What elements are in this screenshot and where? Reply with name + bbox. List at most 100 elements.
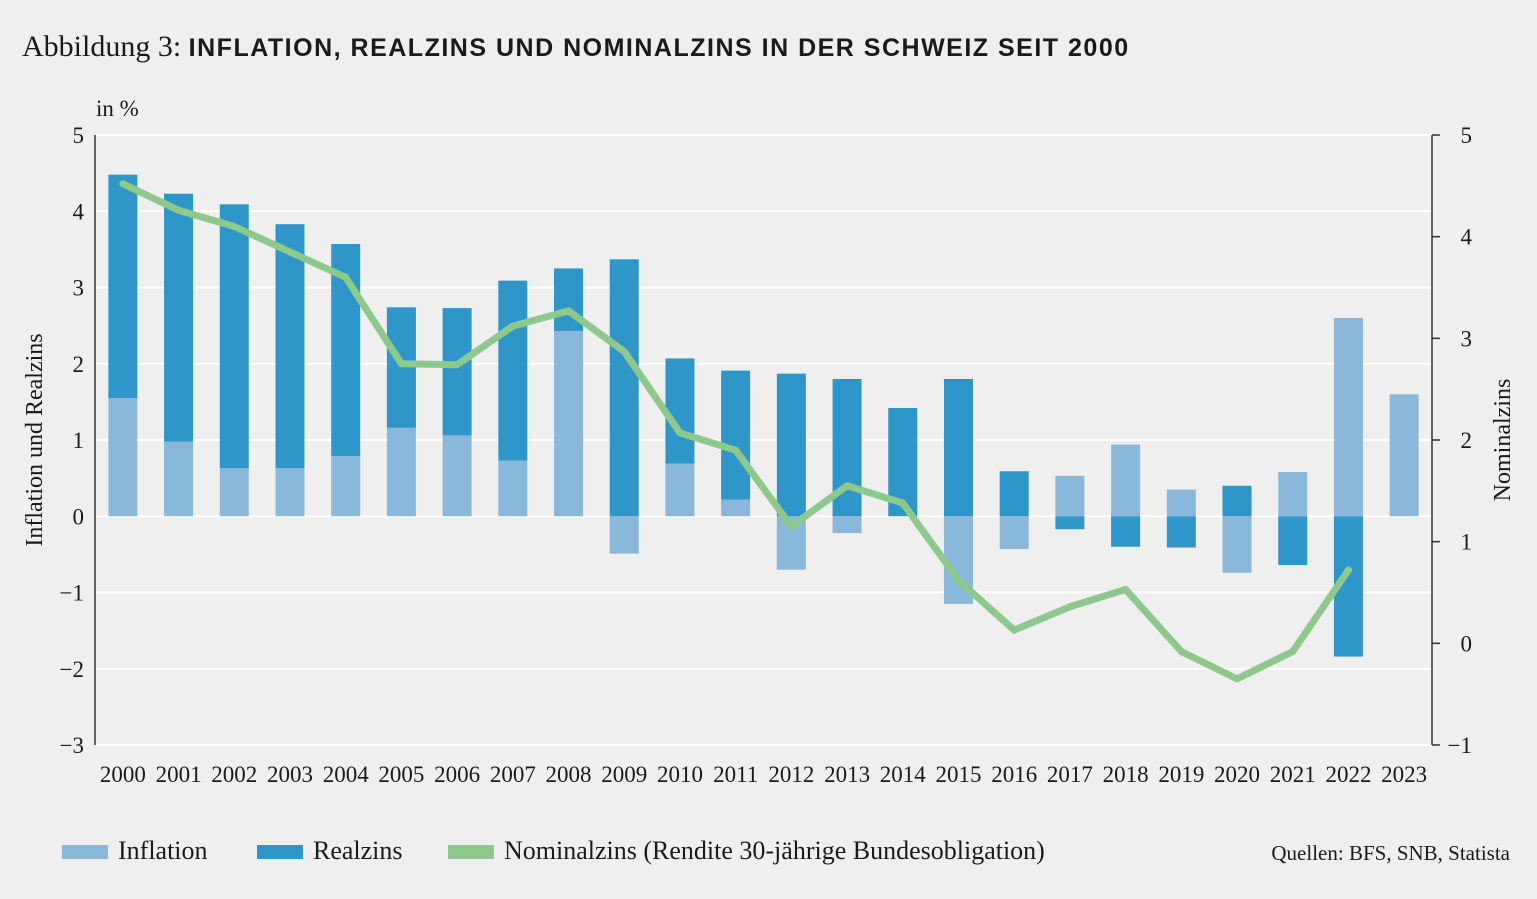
realzins-bar (1111, 516, 1141, 547)
x-tick-label: 2019 (1158, 762, 1204, 787)
left-tick-label: 3 (73, 276, 85, 301)
nominal-rate-point (175, 206, 183, 214)
legend-swatch-realzins (257, 845, 303, 859)
inflation-bar (554, 330, 584, 517)
x-tick-label: 2006 (434, 762, 480, 787)
inflation-bar (999, 516, 1029, 550)
realzins-bar (386, 307, 416, 428)
inflation-bar (164, 441, 194, 517)
realzins-bar (609, 259, 639, 517)
right-tick-label: 1 (1461, 530, 1473, 555)
inflation-bar (219, 468, 249, 517)
inflation-bar (386, 427, 416, 517)
nominal-rate-point (1066, 603, 1074, 611)
left-tick-label: 0 (73, 504, 85, 529)
realzins-bar (721, 370, 751, 500)
left-tick-label: −3 (60, 733, 84, 758)
right-tick-label: 3 (1461, 326, 1473, 351)
nominal-rate-point (732, 446, 740, 454)
nominal-rate-point (565, 307, 573, 315)
x-tick-label: 2001 (156, 762, 202, 787)
left-tick-label: 2 (73, 352, 85, 377)
source-note: Quellen: BFS, SNB, Statista (1271, 841, 1510, 865)
axes: 5 4 3 2 1 0 −1 −2 −3 5 4 3 2 1 0 −1 2000 2001 2002 2003 2004… (60, 123, 1473, 787)
inflation-bar (1278, 472, 1308, 517)
inflation-bar (442, 435, 472, 517)
left-axis-title: Inflation und Realzins (22, 333, 48, 546)
x-tick-label: 2011 (713, 762, 758, 787)
x-tick-label: 2009 (601, 762, 647, 787)
right-tick-label: 5 (1461, 123, 1473, 148)
nominal-rate-point (1122, 585, 1130, 593)
nominal-rate-point (676, 429, 684, 437)
x-tick-label: 2000 (100, 762, 146, 787)
inflation-bar (1055, 475, 1085, 517)
legend-swatch-nominalzins (448, 845, 494, 859)
nominal-rate-line (119, 180, 1352, 683)
left-tick-label: −1 (60, 581, 84, 606)
realzins-bar (999, 471, 1029, 517)
realzins-bar (275, 224, 305, 469)
x-tick-label: 2004 (323, 762, 370, 787)
nominal-rate-point (342, 273, 350, 281)
nominal-rate-point (843, 482, 851, 490)
realzins-bar (1166, 516, 1196, 548)
x-tick-label: 2020 (1214, 762, 1260, 787)
nominal-rate-point (230, 223, 238, 230)
x-tick-label: 2017 (1047, 762, 1093, 787)
x-tick-label: 2007 (490, 762, 536, 787)
nominal-rate-point (119, 180, 127, 188)
nominal-rate-point (1177, 647, 1185, 655)
inflation-bar (1333, 318, 1363, 517)
x-tick-label: 2012 (768, 762, 814, 787)
inflation-bar (331, 456, 361, 517)
nominal-rate-point (286, 248, 294, 256)
nominal-rate-point (453, 361, 461, 369)
nominal-rate-point (954, 576, 962, 584)
chart-title: Abbildung 3: INFLATION, REALZINS UND NOM… (22, 30, 1130, 64)
realzins-bar (665, 358, 695, 464)
realzins-bar (108, 174, 138, 399)
realzins-bar (442, 308, 472, 436)
chart-title-main: INFLATION, REALZINS UND NOMINALZINS IN D… (188, 34, 1130, 62)
right-tick-label: 4 (1461, 225, 1473, 250)
inflation-bar (721, 499, 751, 517)
inflation-bar (1389, 394, 1419, 517)
legend-label-nominalzins: Nominalzins (Rendite 30-jährige Bundesob… (504, 836, 1045, 865)
nominal-rate-point (787, 522, 795, 530)
legend-swatch-inflation (62, 845, 108, 859)
inflation-bar (832, 516, 862, 534)
nominal-rate-point (620, 348, 628, 356)
inflation-bar (498, 460, 528, 517)
x-tick-label: 2013 (824, 762, 870, 787)
realzins-bar (1278, 516, 1308, 566)
realzins-bar (1222, 485, 1252, 517)
nominal-rate-point (1289, 647, 1297, 655)
x-tick-label: 2005 (378, 762, 424, 787)
x-tick-label: 2003 (267, 762, 313, 787)
right-tick-label: 0 (1461, 631, 1473, 656)
right-axis-title: Nominalzins (1490, 379, 1516, 502)
x-tick-label: 2008 (546, 762, 592, 787)
nominal-rate-point (1010, 626, 1018, 634)
realzins-bar (776, 373, 806, 517)
realzins-bar (1055, 516, 1085, 530)
right-tick-label: −1 (1448, 733, 1472, 758)
x-tick-label: 2018 (1103, 762, 1149, 787)
x-tick-label: 2021 (1270, 762, 1316, 787)
legend: Inflation Realzins Nominalzins (Rendite … (62, 836, 1045, 865)
left-tick-label: −2 (60, 657, 84, 682)
nominal-rate-point (397, 360, 405, 368)
nominal-rate-point (1344, 566, 1352, 574)
legend-label-realzins: Realzins (313, 836, 403, 865)
x-tick-label: 2015 (935, 762, 981, 787)
inflation-bar (108, 398, 138, 517)
chart-title-prefix: Abbildung 3: (22, 30, 189, 63)
inflation-bar (1166, 489, 1196, 517)
nominal-rate-point (1233, 675, 1241, 683)
left-tick-label: 4 (73, 199, 85, 224)
realzins-bar (219, 204, 249, 469)
inflation-bar (1111, 444, 1141, 517)
unit-label: in % (96, 96, 139, 121)
